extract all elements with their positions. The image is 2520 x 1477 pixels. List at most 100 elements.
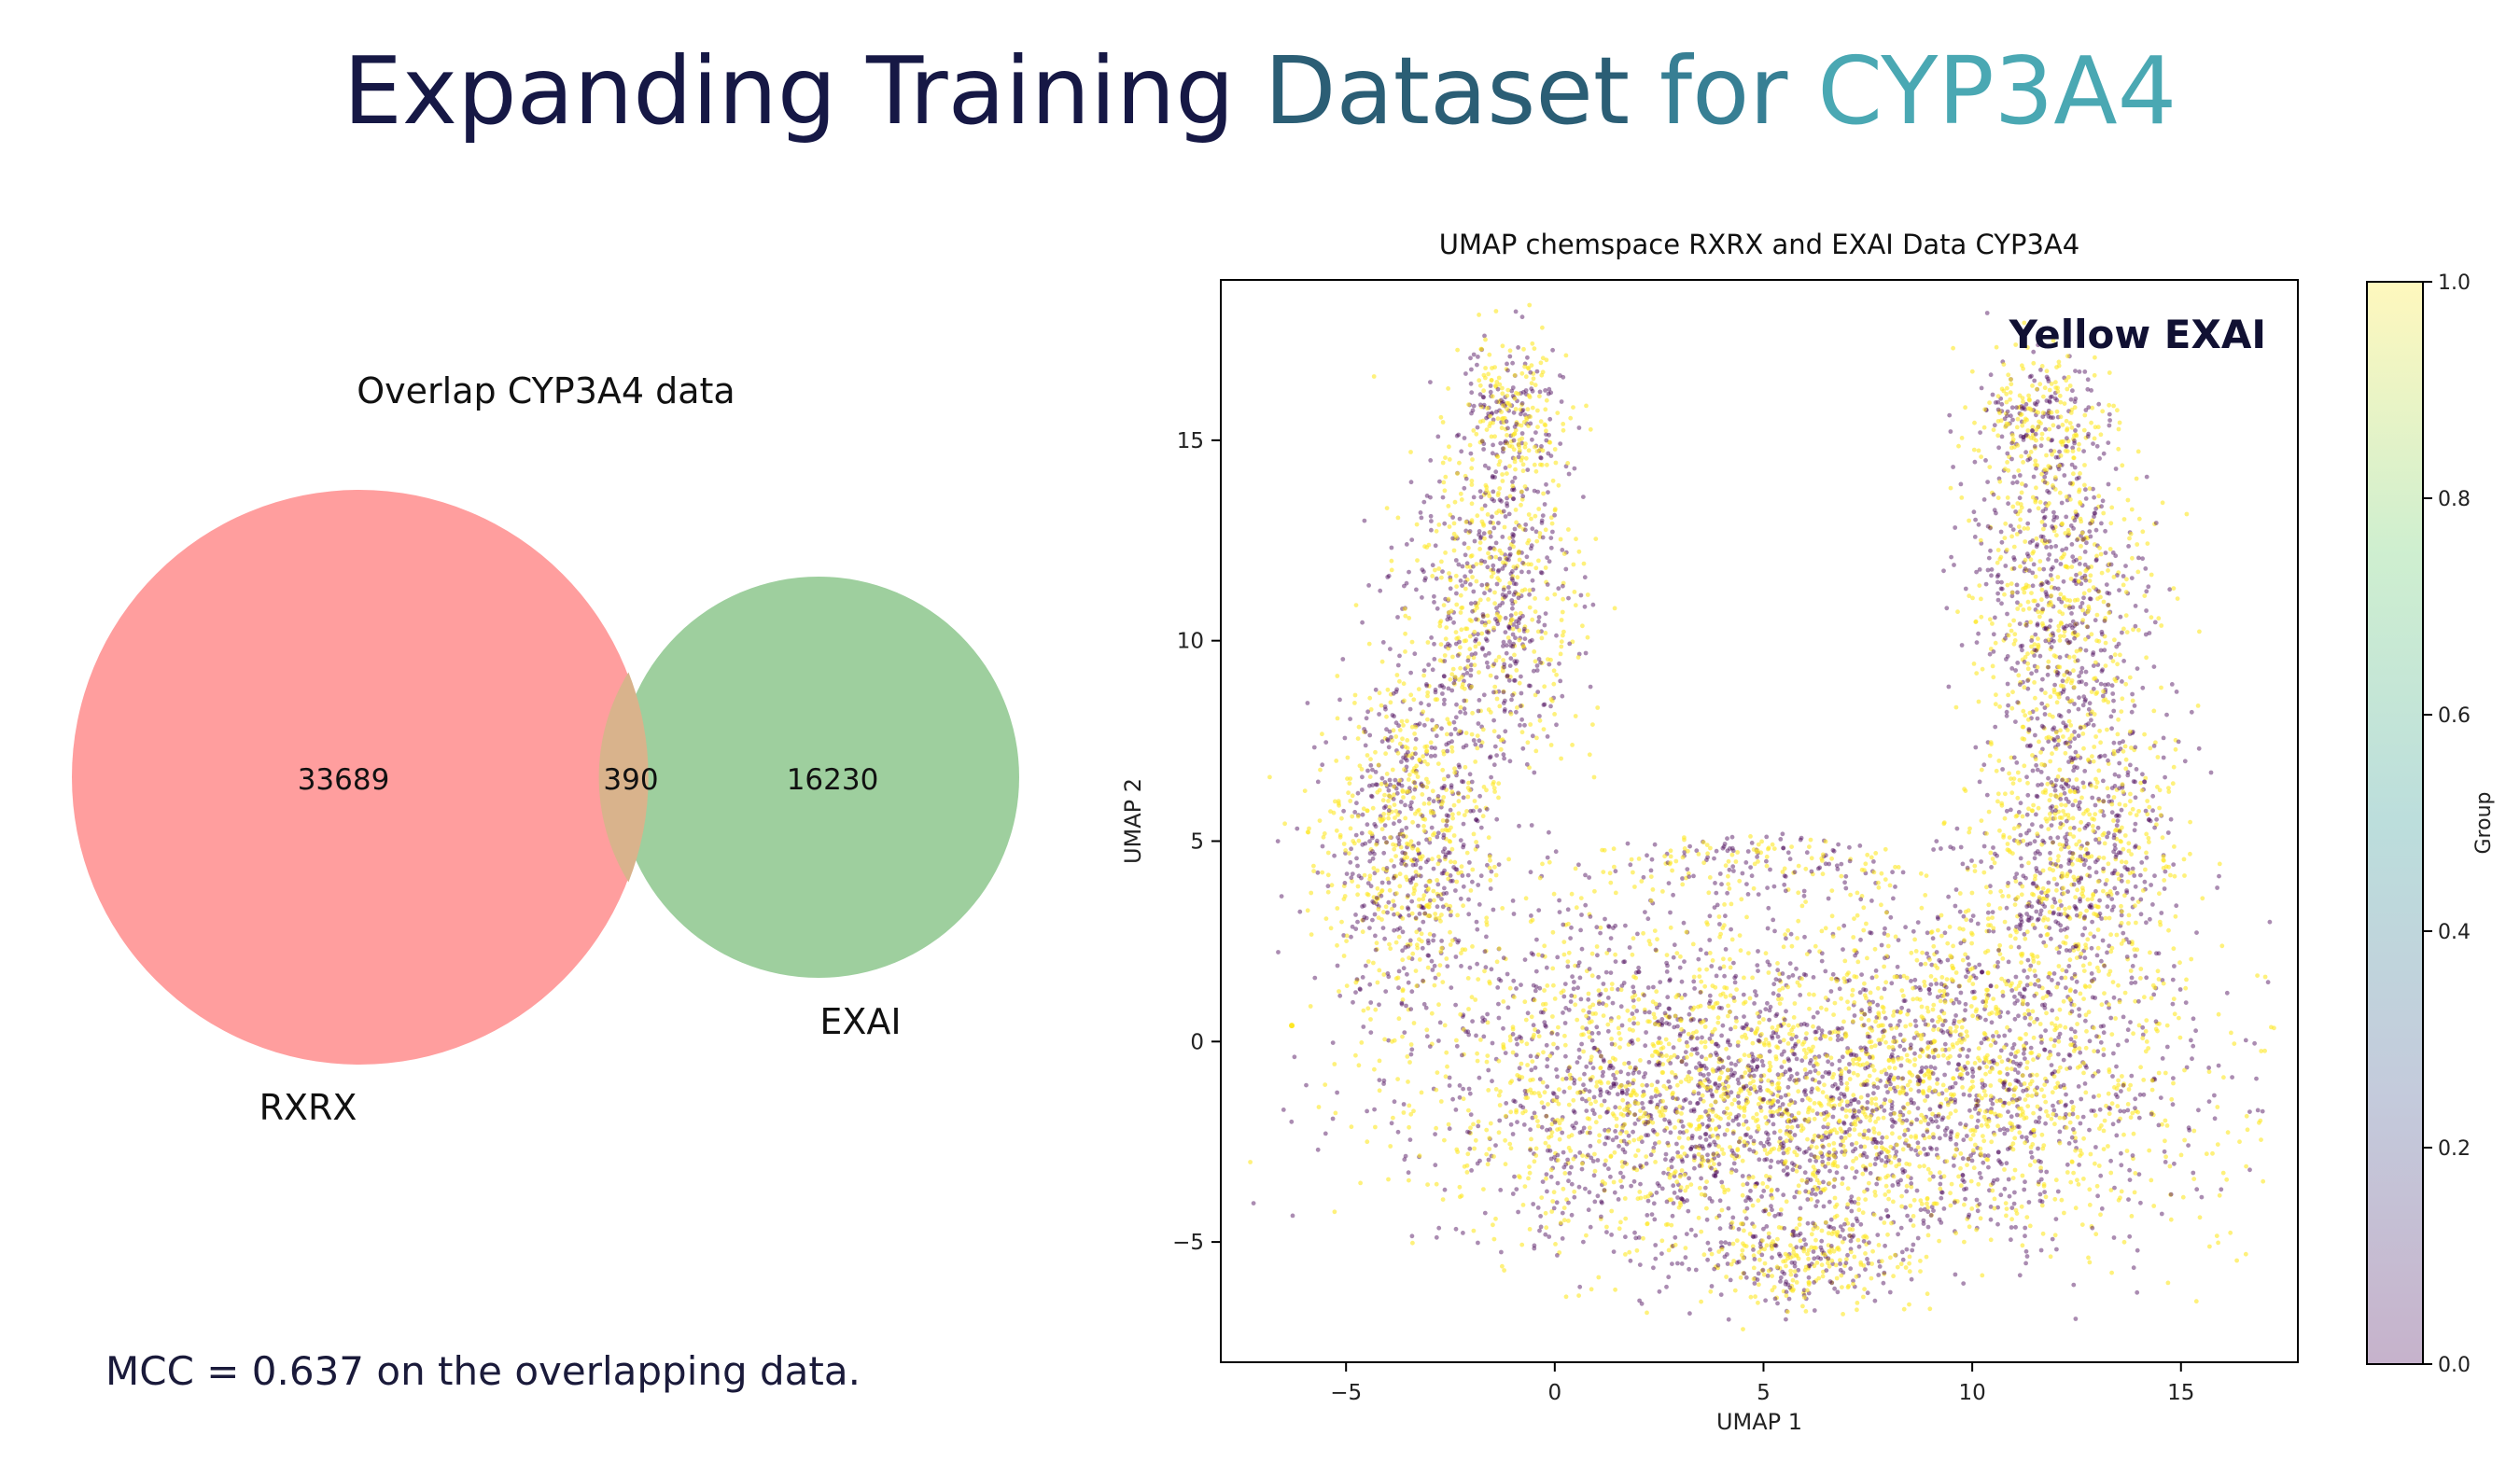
umap-point (1415, 809, 1420, 814)
umap-point (1786, 974, 1791, 980)
umap-point (1646, 939, 1652, 943)
umap-point (1865, 1100, 1870, 1105)
umap-point (1685, 1054, 1689, 1060)
umap-point (1640, 992, 1645, 996)
umap-point (1654, 948, 1659, 954)
umap-point (1684, 1128, 1689, 1134)
umap-point (2207, 1244, 2212, 1249)
umap-point (1834, 1170, 1840, 1176)
umap-point (1409, 800, 1414, 805)
umap-point (1549, 1122, 1555, 1127)
umap-point (2151, 992, 2157, 997)
umap-point (1611, 926, 1616, 930)
umap-point (1969, 1114, 1974, 1120)
umap-point (1837, 1058, 1842, 1064)
umap-point (2163, 1118, 2168, 1123)
umap-point (1688, 1227, 1694, 1233)
umap-point (1651, 984, 1656, 990)
umap-point (1909, 1147, 1914, 1151)
umap-point (1963, 952, 1967, 957)
umap-point (1678, 1080, 1684, 1084)
umap-point (1856, 1056, 1862, 1062)
umap-point (2010, 1141, 2016, 1147)
umap-point (2026, 1011, 2032, 1017)
umap-point (1734, 1116, 1739, 1122)
umap-point (1758, 1108, 1764, 1113)
umap-point (1899, 1076, 1904, 1081)
umap-point (1765, 1151, 1770, 1156)
umap-point (1965, 1163, 1969, 1167)
umap-point (1734, 1153, 1740, 1159)
umap-point (1630, 952, 1635, 957)
umap-point (1701, 1073, 1706, 1078)
umap-point (1424, 837, 1429, 843)
umap-point (1421, 722, 1427, 728)
umap-point (1960, 1172, 1966, 1177)
umap-point (1868, 930, 1872, 935)
umap-point (1555, 1152, 1561, 1158)
umap-point (1591, 1046, 1597, 1051)
umap-point (1848, 1102, 1854, 1107)
umap-point (1834, 1130, 1840, 1136)
umap-point (1847, 1108, 1853, 1113)
umap-point (1849, 1194, 1855, 1199)
umap-point (1832, 1154, 1837, 1159)
umap-point (2020, 951, 2025, 956)
umap-point (1746, 951, 1751, 955)
umap-point (1763, 951, 1769, 956)
umap-point (1604, 1109, 1609, 1115)
umap-point (2038, 1165, 2043, 1171)
umap-point (1790, 973, 1796, 978)
umap-point (2002, 1082, 2007, 1087)
umap-point (1968, 1178, 1974, 1184)
umap-point (1964, 1134, 1969, 1138)
umap-point (1468, 1112, 1474, 1117)
umap-point (1353, 990, 1358, 995)
umap-point (1897, 1158, 1902, 1163)
umap-point (1405, 758, 1409, 763)
umap-point (1355, 790, 1361, 796)
umap-point (2015, 1124, 2021, 1129)
umap-point (1590, 1002, 1596, 1008)
umap-point (1719, 1070, 1724, 1075)
umap-point (1826, 896, 1831, 901)
umap-point (1680, 1197, 1686, 1203)
umap-point (1632, 1122, 1638, 1126)
umap-point (1702, 1132, 1708, 1136)
umap-point (1702, 1078, 1708, 1083)
umap-point (1618, 1178, 1623, 1184)
umap-point (1909, 979, 1913, 983)
umap-point (1717, 1056, 1723, 1062)
umap-point (2267, 919, 2273, 925)
umap-point (1372, 912, 1378, 917)
umap-point (1381, 835, 1387, 841)
umap-point (2092, 1049, 2096, 1053)
umap-point (1923, 1022, 1928, 1027)
umap-point (2220, 1170, 2226, 1176)
umap-point (1486, 1088, 1491, 1093)
umap-point (1966, 1156, 1971, 1162)
umap-point (1722, 985, 1728, 990)
umap-point (1990, 910, 1995, 914)
umap-point (1670, 1070, 1674, 1075)
umap-point (2189, 1038, 2193, 1043)
umap-point (1350, 871, 1355, 876)
umap-point (2120, 1074, 2124, 1079)
umap-point (2259, 1137, 2263, 1142)
umap-point (1544, 1042, 1549, 1048)
umap-point (1392, 1099, 1397, 1105)
umap-point (1439, 913, 1444, 917)
umap-point (1792, 1194, 1798, 1200)
umap-point (1601, 982, 1606, 986)
umap-point (1603, 1163, 1607, 1167)
umap-point (1957, 926, 1963, 931)
umap-point (2050, 1021, 2054, 1026)
umap-point (1811, 1064, 1816, 1068)
umap-point (1930, 1050, 1936, 1055)
umap-point (1893, 1120, 1897, 1125)
umap-point (1680, 1145, 1685, 1150)
umap-point (2144, 920, 2149, 926)
umap-point (1461, 745, 1466, 750)
umap-point (1626, 1042, 1631, 1047)
umap-point (1589, 1287, 1594, 1292)
